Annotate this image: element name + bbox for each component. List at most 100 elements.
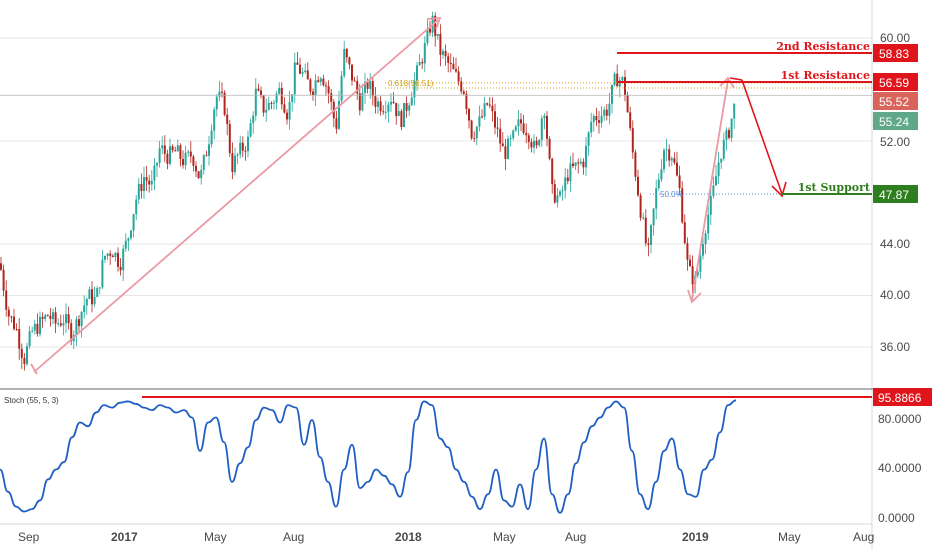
candle-body [582,161,585,168]
candle-body [49,315,52,320]
candle-body [629,112,632,129]
candle-body [665,149,668,151]
candle-body [343,48,346,76]
stoch-tick-0: 0.0000 [878,511,915,525]
candle-body [327,86,330,94]
candle-body [28,331,31,347]
candle-body [608,103,611,116]
candle-body [312,91,314,96]
candle-body [231,153,234,173]
candle-body [504,146,507,159]
candle-body [707,214,710,234]
stoch-badge-value: 95.8866 [878,391,922,405]
candle-body [540,118,543,141]
candle-body [728,130,730,138]
candle-body [67,314,70,324]
candle-body [499,128,502,144]
candle-body [460,81,463,92]
candle-body [410,97,413,106]
second-resistance-label: 2nd Resistance [776,40,870,53]
badge-first-support-value: 47.87 [879,188,909,202]
candle-body [522,123,525,134]
candle-body [390,101,392,105]
candle-body [335,118,338,129]
candle-body [109,253,112,256]
candle-body [244,150,247,152]
badge-first-resistance-value: 56.59 [879,76,909,90]
candle-body [189,151,192,157]
candle-body [598,120,600,123]
candle-body [457,71,460,82]
candle-body [670,158,673,161]
candle-body [10,316,13,318]
candle-body [106,253,109,257]
candle-body [197,171,200,179]
candle-body [704,233,707,245]
candle-body [267,102,270,110]
candle-body [517,119,520,127]
candle-body [475,126,478,139]
price-tick-60: 60.00 [880,31,910,45]
candle-body [442,51,444,55]
candle-body [387,104,390,112]
candle-body [265,109,268,113]
candle-body [569,163,572,182]
candle-body [405,103,408,111]
candlestick-series [0,11,736,371]
candle-body [377,101,379,107]
candle-body [657,179,660,189]
candle-body [611,84,613,104]
projection-line [741,79,783,195]
candle-body [236,154,239,156]
candle-body [234,155,236,173]
candle-body [252,115,255,124]
candle-body [655,188,658,209]
price-tick-36: 36.00 [880,340,910,354]
candle-body [392,101,395,103]
candle-body [273,102,275,104]
candle-body [564,177,567,191]
candle-body [184,152,187,166]
candle-body [96,288,99,297]
candle-body [452,63,455,70]
candle-body [494,111,496,128]
candle-body [98,287,101,289]
candle-body [418,62,421,66]
time-label-aug-2017: Aug [283,530,304,544]
time-label-may-2018: May [493,530,516,544]
candle-body [182,158,184,166]
stoch-tick-80: 80.0000 [878,412,922,426]
candle-body [561,190,564,192]
candle-body [124,240,127,249]
candle-body [148,180,151,185]
candle-body [730,118,733,138]
candle-body [631,128,634,153]
candle-body [566,177,569,182]
candle-body [660,169,663,180]
candle-body [715,176,717,186]
candle-body [140,183,143,192]
candle-body [423,42,426,64]
candle-body [709,195,712,215]
candle-body [624,77,626,95]
candle-body [0,263,2,270]
stoch-title: Stoch (55, 5, 3) [4,396,59,405]
candle-body [351,64,353,81]
candle-body [439,33,442,55]
candle-body [218,91,221,97]
candle-body [650,225,652,245]
candle-body [226,114,229,125]
candle-body [585,145,587,168]
candle-body [127,238,130,241]
candle-body [309,79,312,92]
candle-body [80,312,83,327]
candle-body [572,163,574,166]
candle-body [283,104,286,113]
candle-body [382,111,385,113]
trend-arrows [30,16,735,375]
recovery-top-arrowhead [719,76,735,89]
candle-body [384,111,387,113]
candle-body [634,152,637,177]
candle-body [65,314,67,324]
